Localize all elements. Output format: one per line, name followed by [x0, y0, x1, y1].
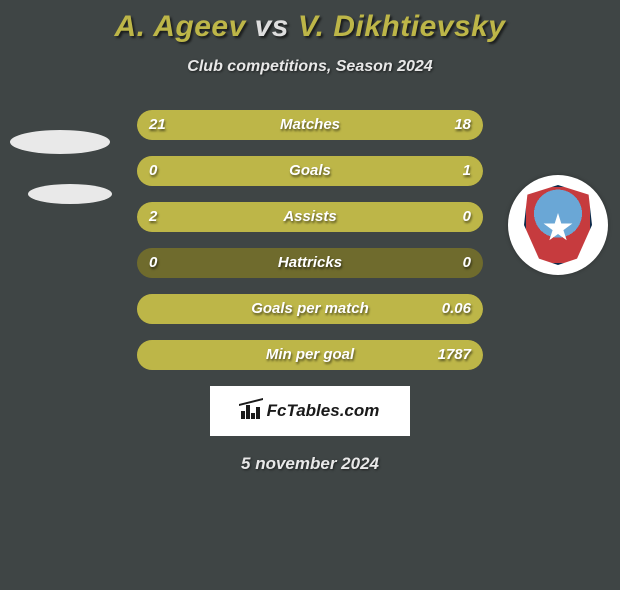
- subtitle: Club competitions, Season 2024: [0, 58, 620, 76]
- player2-name: V. Dikhtievsky: [298, 10, 506, 43]
- stat-value-right: 0.06: [442, 294, 471, 324]
- stat-row: 0Goals1: [137, 156, 483, 186]
- stat-value-right: 1787: [438, 340, 471, 370]
- stat-value-right: 0: [463, 202, 471, 232]
- player2-club-badge: [508, 175, 608, 275]
- stat-row: 0Hattricks0: [137, 248, 483, 278]
- stat-value-right: 18: [454, 110, 471, 140]
- player1-name: A. Ageev: [114, 10, 245, 43]
- stat-label: Hattricks: [137, 248, 483, 278]
- stat-value-right: 0: [463, 248, 471, 278]
- brand-box: FcTables.com: [210, 386, 410, 436]
- stat-row: Min per goal1787: [137, 340, 483, 370]
- vs-text: vs: [255, 10, 289, 43]
- stat-row: 21Matches18: [137, 110, 483, 140]
- stat-label: Matches: [137, 110, 483, 140]
- chart-area: 21Matches180Goals12Assists00Hattricks0Go…: [0, 110, 620, 370]
- player1-avatar-placeholder-shadow: [28, 184, 112, 204]
- stat-label: Goals per match: [137, 294, 483, 324]
- date-text: 5 november 2024: [0, 454, 620, 474]
- player1-avatar-placeholder: [10, 130, 110, 154]
- shield-icon: [524, 185, 592, 265]
- stat-label: Assists: [137, 202, 483, 232]
- stat-row: Goals per match0.06: [137, 294, 483, 324]
- stat-value-right: 1: [463, 156, 471, 186]
- stat-label: Goals: [137, 156, 483, 186]
- bar-chart-icon: [241, 403, 261, 419]
- comparison-title: A. Ageev vs V. Dikhtievsky: [0, 10, 620, 44]
- brand-text: FcTables.com: [267, 401, 380, 421]
- stat-label: Min per goal: [137, 340, 483, 370]
- stat-row: 2Assists0: [137, 202, 483, 232]
